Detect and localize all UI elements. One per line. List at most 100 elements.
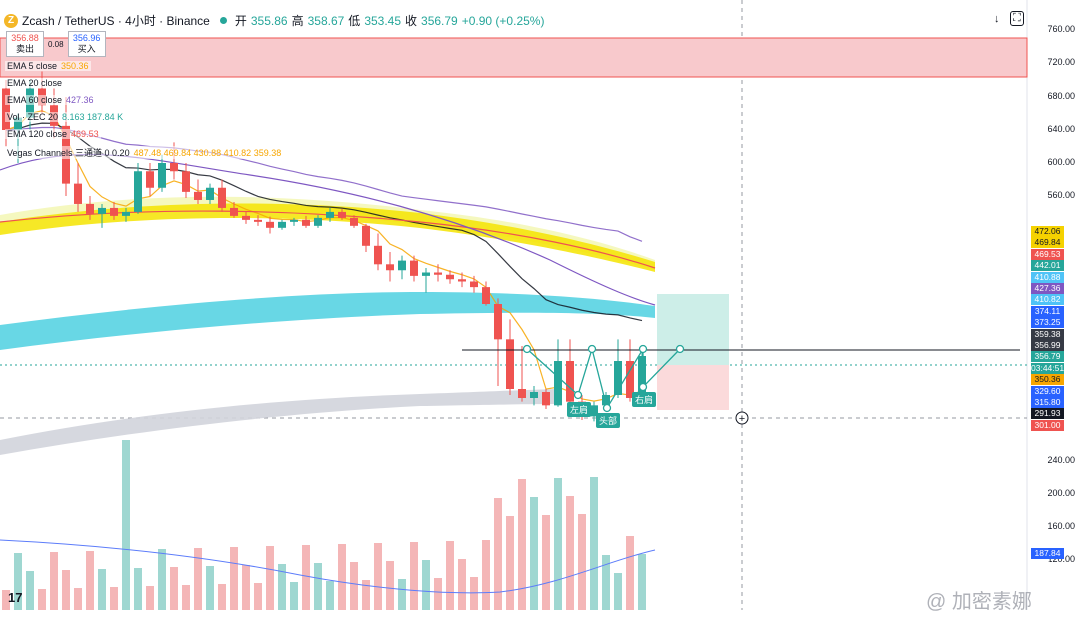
buy-label: 买入 [77, 44, 96, 54]
candle-body [242, 215, 250, 220]
fullscreen-icon[interactable]: ⛶ [1010, 11, 1024, 26]
candle [254, 215, 262, 226]
candle-body [134, 171, 142, 212]
candle [542, 389, 550, 409]
price-tag: 469.84 [1031, 237, 1064, 249]
volume-bar [26, 571, 34, 610]
indicator-row[interactable]: EMA 60 close 427.36 [5, 95, 96, 105]
high-label: 高 [291, 14, 304, 28]
volume-bar [506, 516, 514, 610]
candle [350, 215, 358, 228]
pattern-point [638, 382, 648, 392]
volume-bar [614, 573, 622, 610]
indicator-row[interactable]: EMA 20 close [5, 78, 69, 88]
down-arrow-icon[interactable]: ↓ [994, 13, 1000, 25]
volume-bar [470, 577, 478, 610]
volume-bar [62, 570, 70, 610]
price-axis-label: 160.00 [1047, 521, 1075, 531]
target-zone [657, 294, 729, 365]
price-axis-label: 120.00 [1047, 554, 1075, 564]
indicator-row[interactable]: Vegas Channels 三通道 0 0.20 487.48 469.84 4… [5, 146, 284, 159]
indicator-name: Vegas Channels 三通道 0 0.20 [7, 148, 130, 158]
candle [590, 401, 598, 422]
volume-bar [386, 561, 394, 610]
indicator-value: 487.48 469.84 430.88 410.82 359.38 [133, 148, 282, 158]
volume-bar [314, 563, 322, 610]
candle-body [122, 211, 130, 216]
price-tag: 329.60 [1031, 385, 1064, 397]
volume-tag: 187.84 K [1031, 548, 1064, 569]
symbol-title[interactable]: Zcash / TetherUS · 4小时 · Binance [22, 14, 210, 28]
indicator-name: EMA 60 close [7, 95, 63, 105]
candle-body [386, 264, 394, 271]
candle-body [170, 163, 178, 172]
candle-body [374, 245, 382, 265]
candle-body [362, 225, 370, 246]
candle-body [542, 392, 550, 406]
price-tag: 356.79 [1031, 351, 1064, 363]
candle-body [266, 221, 274, 228]
gray-band [0, 389, 560, 455]
price-tag: 472.06 [1031, 226, 1064, 237]
candle [194, 179, 202, 204]
price-tag: 374.11 [1031, 305, 1064, 317]
volume-bar [458, 559, 466, 610]
indicator-row[interactable]: EMA 5 close 350.36 [5, 61, 91, 71]
volume-bar [170, 567, 178, 610]
candle-body [110, 207, 118, 216]
price-tag: 442.01 [1031, 260, 1064, 272]
candle [302, 215, 310, 228]
sell-button[interactable]: 356.88 卖出 [6, 31, 44, 57]
indicator-row[interactable]: Vol · ZEC 20 8.163 187.84 K [5, 112, 126, 122]
change-value: +0.90 (+0.25%) [461, 13, 545, 28]
volume-bar [530, 497, 538, 610]
candle-body [218, 187, 226, 208]
price-tag: 03:44:51 [1031, 362, 1065, 374]
volume-bar [638, 554, 646, 610]
pattern-point [573, 390, 583, 400]
candle-body [434, 272, 442, 275]
candle-body [590, 405, 598, 417]
indicator-value: 427.36 [66, 95, 94, 105]
price-axis-label: 720.00 [1047, 57, 1075, 67]
candle [218, 179, 226, 212]
candle [74, 163, 82, 212]
candle-body [422, 272, 430, 276]
volume-ma-line [0, 539, 656, 594]
candle-body [530, 392, 538, 398]
volume-bar [254, 583, 262, 610]
volume-bar [626, 536, 634, 610]
candle-body [626, 361, 634, 398]
trade-buttons: 356.88 卖出 0.08 356.96 买入 [6, 31, 106, 57]
candle [494, 298, 502, 386]
volume-bar [194, 548, 202, 610]
volume-bars [0, 440, 656, 610]
pattern-point [602, 403, 612, 413]
volume-bar [326, 581, 334, 610]
price-axis-label: 560.00 [1047, 190, 1075, 200]
price-tag: 315.80 [1031, 397, 1064, 408]
right-shoulder-label: 右肩 [632, 392, 657, 407]
volume-bar [362, 580, 370, 610]
candle [362, 223, 370, 252]
candle-body [482, 287, 490, 304]
candle [110, 201, 118, 220]
ema-60-upper-line [0, 153, 656, 306]
pattern-point [675, 344, 685, 354]
indicator-row[interactable]: EMA 120 close 469.53 [5, 129, 101, 139]
candle [518, 346, 526, 402]
candle [554, 339, 562, 407]
buy-button[interactable]: 356.96 买入 [67, 31, 106, 57]
candle [482, 281, 490, 306]
volume-bar [398, 579, 406, 610]
head-label: 头部 [596, 413, 621, 428]
indicator-name: EMA 5 close [7, 61, 58, 71]
buy-price: 356.96 [72, 33, 101, 43]
volume-bar [2, 590, 10, 610]
price-axis-label: 680.00 [1047, 91, 1075, 101]
tradingview-logo-icon[interactable]: 17 [8, 590, 23, 605]
candle-body [494, 304, 502, 340]
candle-body [446, 274, 454, 280]
cyan-band [0, 292, 655, 350]
